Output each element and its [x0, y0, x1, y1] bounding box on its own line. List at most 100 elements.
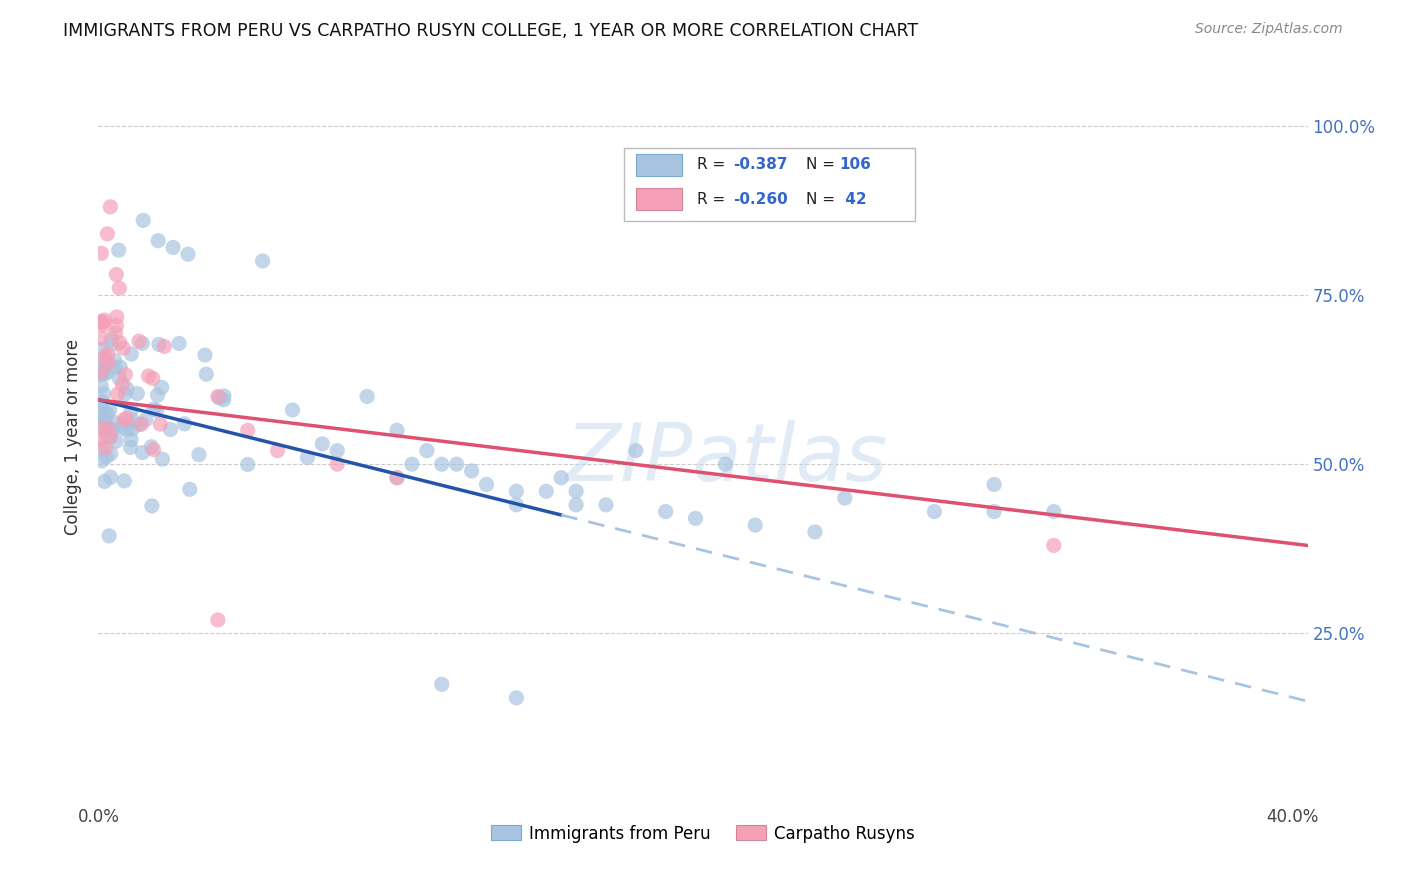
- Point: [90, 365, 112, 379]
- Bar: [637, 188, 682, 211]
- Point: [138, 369, 160, 384]
- Point: [401, 457, 423, 471]
- Point: [212, 389, 235, 403]
- Point: [208, 391, 231, 405]
- Point: [96, 367, 118, 381]
- Point: [100, 332, 122, 346]
- Point: [96, 450, 118, 464]
- Point: [1043, 505, 1066, 519]
- Point: [236, 458, 259, 472]
- Point: [98, 200, 121, 214]
- Point: [120, 441, 142, 455]
- Point: [207, 389, 229, 403]
- Point: [93, 387, 115, 401]
- Point: [311, 437, 333, 451]
- Point: [96, 407, 118, 421]
- Point: [142, 442, 165, 457]
- Text: N =: N =: [806, 157, 839, 172]
- Point: [135, 413, 157, 427]
- Point: [145, 403, 167, 417]
- Point: [150, 380, 173, 394]
- Point: [108, 335, 131, 350]
- Point: [93, 475, 115, 489]
- Point: [111, 420, 134, 434]
- Point: [101, 424, 124, 438]
- Point: [107, 243, 129, 257]
- Point: [121, 422, 143, 436]
- Point: [105, 310, 128, 324]
- Point: [90, 363, 112, 377]
- Point: [115, 382, 138, 396]
- Point: [93, 406, 115, 420]
- Text: -0.387: -0.387: [734, 157, 787, 172]
- Text: 106: 106: [839, 157, 872, 172]
- Point: [108, 281, 131, 295]
- Point: [114, 417, 136, 431]
- Text: IMMIGRANTS FROM PERU VS CARPATHO RUSYN COLLEGE, 1 YEAR OR MORE CORRELATION CHART: IMMIGRANTS FROM PERU VS CARPATHO RUSYN C…: [63, 22, 918, 40]
- Point: [624, 443, 647, 458]
- Point: [356, 389, 378, 403]
- Point: [173, 417, 195, 431]
- Point: [430, 677, 453, 691]
- Point: [983, 505, 1005, 519]
- Point: [112, 412, 135, 426]
- Point: [90, 379, 112, 393]
- Point: [142, 371, 165, 385]
- Text: R =: R =: [697, 157, 730, 172]
- Point: [121, 413, 143, 427]
- Point: [132, 213, 155, 227]
- Point: [90, 398, 112, 412]
- Point: [385, 471, 408, 485]
- Point: [112, 474, 135, 488]
- Point: [505, 498, 527, 512]
- Point: [91, 316, 114, 330]
- Point: [115, 411, 138, 425]
- Y-axis label: College, 1 year or more: College, 1 year or more: [65, 339, 83, 535]
- Point: [96, 428, 118, 442]
- Point: [97, 356, 120, 370]
- Point: [90, 454, 112, 468]
- Point: [159, 422, 181, 436]
- Point: [153, 339, 176, 353]
- Point: [162, 240, 184, 254]
- Point: [94, 365, 117, 379]
- Point: [460, 464, 482, 478]
- Point: [127, 386, 149, 401]
- Bar: [637, 154, 682, 176]
- Point: [131, 445, 153, 459]
- Point: [550, 471, 572, 485]
- Point: [416, 443, 439, 458]
- Point: [93, 313, 115, 327]
- Point: [94, 351, 117, 365]
- Point: [100, 338, 122, 352]
- Point: [505, 690, 527, 705]
- Point: [131, 336, 153, 351]
- Point: [90, 314, 112, 328]
- Point: [90, 434, 112, 448]
- Point: [96, 227, 118, 241]
- Point: [100, 470, 122, 484]
- Point: [834, 491, 856, 505]
- Point: [146, 234, 169, 248]
- Point: [128, 417, 150, 432]
- Point: [98, 402, 121, 417]
- Point: [595, 498, 617, 512]
- Point: [105, 318, 128, 333]
- Point: [103, 415, 125, 429]
- Point: [90, 368, 112, 382]
- Point: [111, 377, 134, 392]
- Point: [98, 430, 121, 444]
- Point: [104, 353, 127, 368]
- Point: [179, 483, 201, 497]
- Point: [177, 247, 200, 261]
- Text: ZIPatlas: ZIPatlas: [567, 420, 889, 498]
- Point: [326, 457, 349, 471]
- Point: [252, 254, 274, 268]
- Point: [131, 417, 153, 431]
- Point: [714, 457, 737, 471]
- Point: [94, 357, 117, 371]
- Point: [152, 452, 174, 467]
- Point: [104, 326, 127, 340]
- Point: [142, 402, 165, 417]
- Point: [90, 441, 112, 455]
